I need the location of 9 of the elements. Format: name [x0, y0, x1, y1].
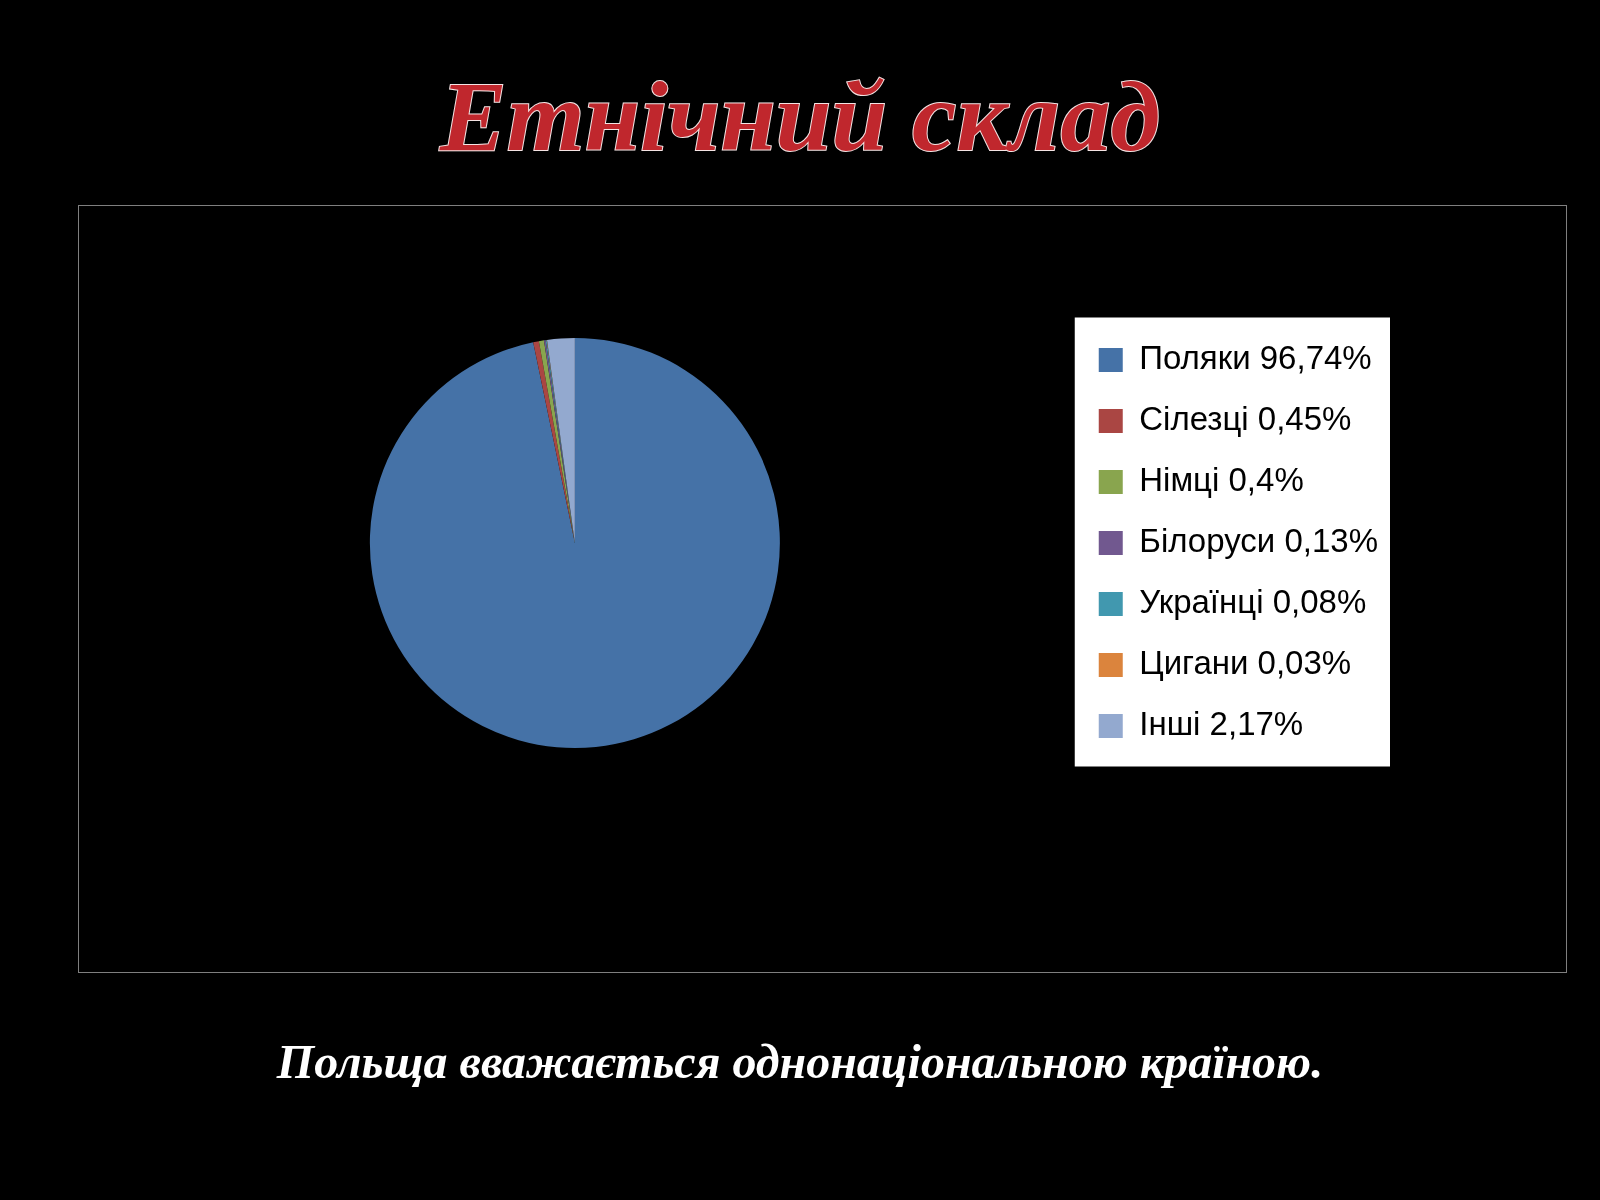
legend-label: Українці 0,08%: [1139, 583, 1367, 621]
legend-label: Німці 0,4%: [1139, 461, 1304, 499]
text: Польща вважається однонаціональною країною.: [275, 1034, 1325, 1090]
legend-label: Білоруси 0,13%: [1139, 522, 1379, 560]
chart-title: Етнічний склад: [438, 60, 1161, 174]
legend-label: Інші 2,17%: [1139, 705, 1304, 743]
legend-label: Цигани 0,03%: [1139, 644, 1352, 682]
legend-label: Сілезці 0,45%: [1139, 400, 1352, 438]
legend-label: Поляки 96,74%: [1139, 339, 1372, 377]
